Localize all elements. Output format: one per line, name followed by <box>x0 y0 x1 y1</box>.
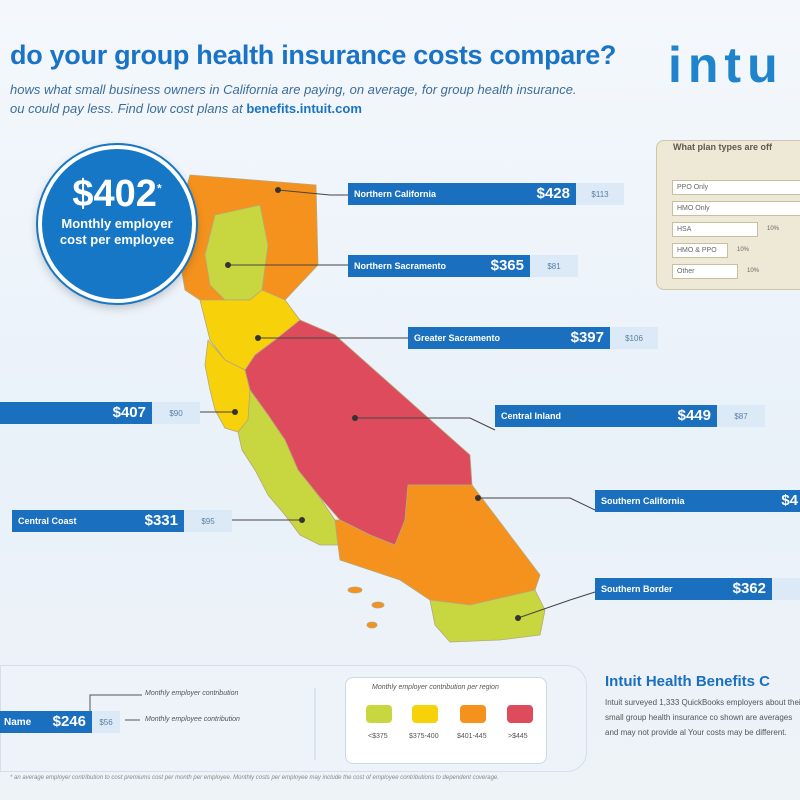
region-southern-border <box>429 589 546 643</box>
plan-row: HSA 10% <box>672 222 779 237</box>
plan-row: HMO Only <box>672 201 800 216</box>
subtitle-line-1: hows what small business owners in Calif… <box>10 82 577 97</box>
page-title: do your group health insurance costs com… <box>10 40 617 70</box>
average-cost-bubble: $402* Monthly employer cost per employee <box>38 145 196 303</box>
plan-types-title: What plan types are off <box>673 142 773 152</box>
legend-sample-label: Name $246 $56 <box>0 711 120 733</box>
benefits-link[interactable]: benefits.intuit.com <box>246 101 362 116</box>
swatch-label: >$445 <box>508 733 528 740</box>
label-northern-california: Northern California $428 $113 <box>348 183 624 205</box>
label-southern-california: Southern California $4 <box>595 490 800 512</box>
average-cost: $402* <box>72 173 162 215</box>
region-central-inland <box>244 319 473 546</box>
label-central-coast: Central Coast $331 $95 <box>12 510 232 532</box>
label-southern-border: Southern Border $362 <box>595 578 800 600</box>
swatch-high <box>507 705 533 723</box>
region-southern-california <box>334 484 541 606</box>
subtitle: hows what small business owners in Calif… <box>10 80 577 118</box>
region-northern-sacramento <box>204 204 269 301</box>
label-northern-sacramento: Northern Sacramento $365 $81 <box>348 255 578 277</box>
label-greater-sacramento: Greater Sacramento $397 $106 <box>408 327 658 349</box>
swatch-low <box>366 705 392 723</box>
subtitle-line-2: ou could pay less. Find low cost plans a… <box>10 101 362 116</box>
color-scale-title: Monthly employer contribution per region <box>372 684 499 691</box>
footnote: * an average employer contribution to co… <box>10 775 499 781</box>
label-central-inland: Central Inland $449 $87 <box>495 405 765 427</box>
swatch-label: $375-400 <box>409 733 439 740</box>
swatch-label: $401-445 <box>457 733 487 740</box>
legend-cost-note: Monthly employer contribution <box>145 690 239 697</box>
swatch-label: <$375 <box>368 733 388 740</box>
plan-row: HMO & PPO 10% <box>672 243 749 258</box>
info-text: Intuit surveyed 1,333 QuickBooks employe… <box>605 698 800 737</box>
label-bay-area: $407 $90 <box>0 402 200 424</box>
plan-row: PPO Only <box>672 180 800 195</box>
swatch-mid-high <box>460 705 486 723</box>
intuit-logo: intu <box>668 37 784 93</box>
info-title: Intuit Health Benefits C <box>605 673 771 690</box>
legend-contrib-note: Monthly employee contribution <box>145 716 240 723</box>
swatch-mid-low <box>412 705 438 723</box>
plan-row: Other 10% <box>672 264 759 279</box>
average-cost-description: Monthly employer cost per employee <box>59 216 175 247</box>
